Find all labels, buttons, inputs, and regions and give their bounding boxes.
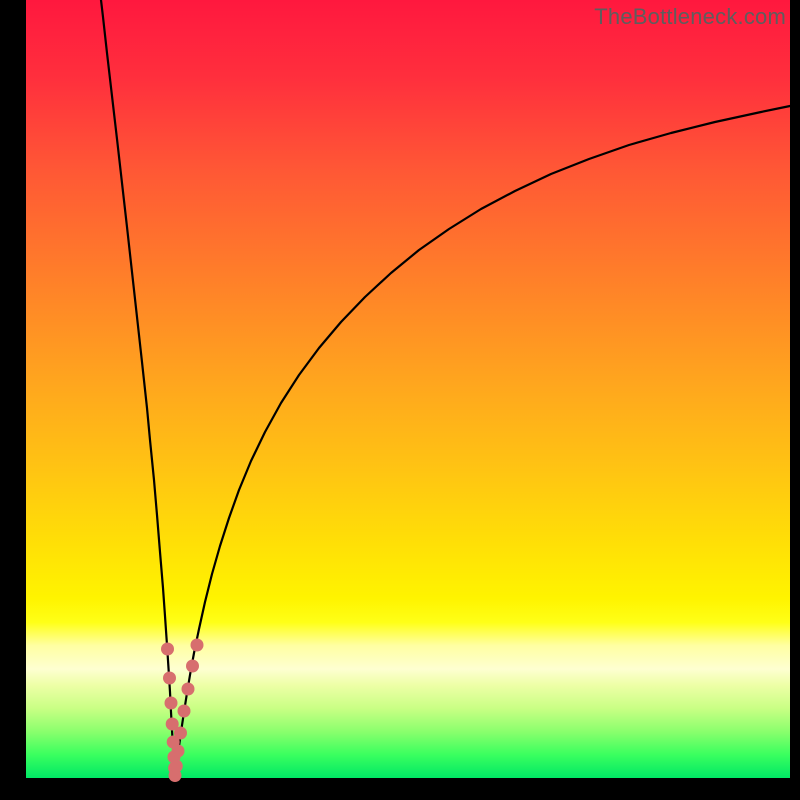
dot-marker [178,705,191,718]
dot-marker [191,639,204,652]
dot-marker [161,643,174,656]
dot-marker [182,683,195,696]
dot-marker [174,727,187,740]
dot-marker [172,745,185,758]
dot-marker [170,760,183,773]
dot-marker [186,660,199,673]
gradient-plot-area [26,0,790,778]
dot-marker [163,672,176,685]
chart-container: TheBottleneck.com [0,0,800,800]
dot-marker [165,697,178,710]
chart-svg [0,0,800,800]
